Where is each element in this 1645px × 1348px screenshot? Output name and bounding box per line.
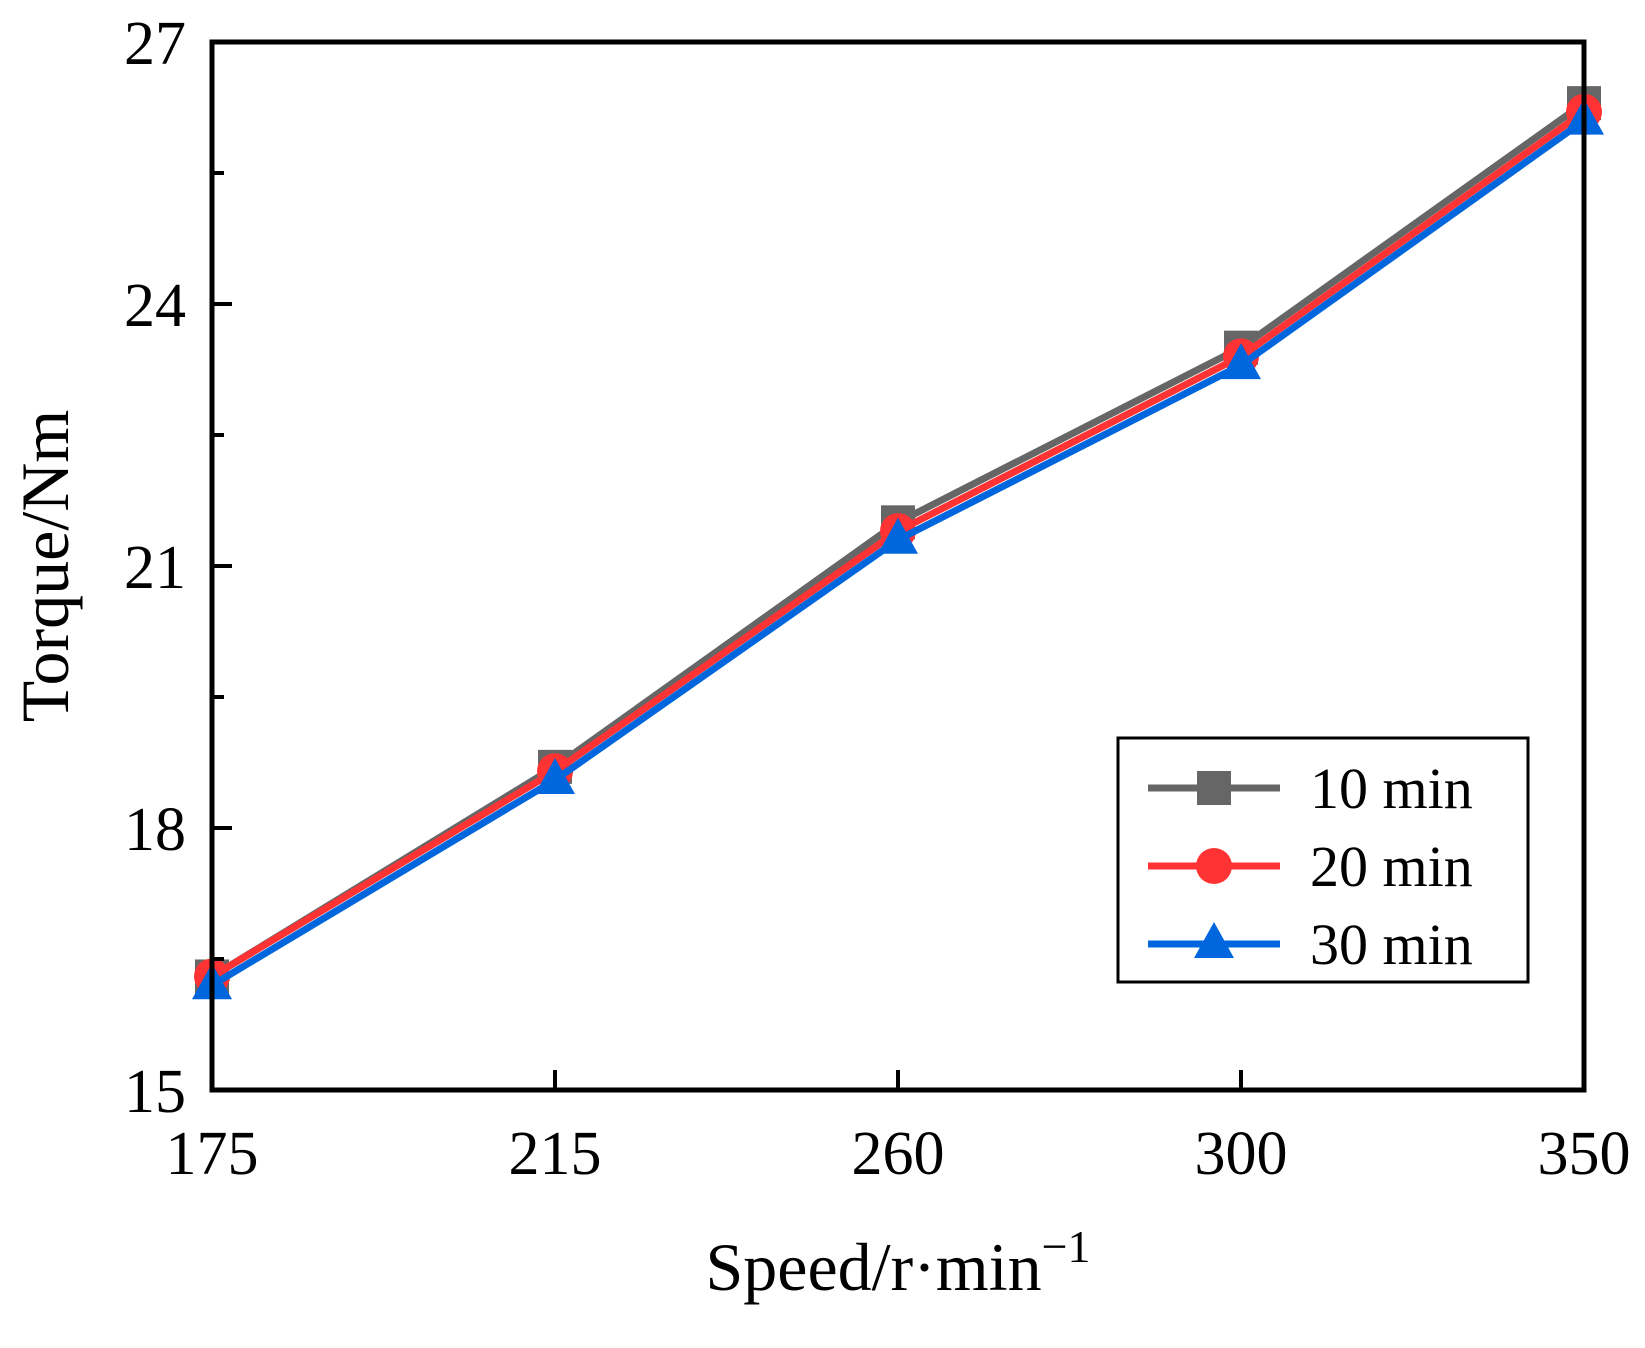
x-tick-label-215: 215 [509,1120,602,1188]
x-tick-label-260: 260 [852,1120,945,1188]
y-tick-label-27: 27 [124,10,186,78]
x-tick-label-300: 300 [1195,1120,1288,1188]
point-30-min-215 [535,757,575,794]
legend-label-30-min: 30 min [1310,912,1473,977]
y-tick-label-15: 15 [124,1058,186,1126]
y-tick-label-24: 24 [124,272,186,340]
legend-marker-10-min [1197,771,1231,805]
legend-label-10-min: 10 min [1310,756,1473,821]
legend-marker-30-min [1194,922,1234,958]
series-layer [192,86,1604,1000]
y-axis-title: Torque/Nm [7,410,83,723]
axes-layer: 175 215 260 300 350 15 18 21 24 27 [124,10,1631,1188]
legend: 10 min 20 min 30 min [1116,736,1530,984]
x-axis-title-sup: −1 [1042,1221,1091,1272]
x-tick-label-350: 350 [1538,1120,1631,1188]
y-tick-label-21: 21 [124,534,186,602]
point-30-min-300 [1221,343,1261,380]
x-axis-title-text: Speed/r·min [705,1229,1041,1305]
y-tick-label-18: 18 [124,796,186,864]
x-tick-label-175: 175 [166,1120,259,1188]
x-axis-title: Speed/r·min−1 [705,1221,1090,1305]
point-30-min-260 [878,517,918,554]
legend-marker-20-min [1196,848,1232,884]
legend-label-20-min: 20 min [1310,834,1473,899]
